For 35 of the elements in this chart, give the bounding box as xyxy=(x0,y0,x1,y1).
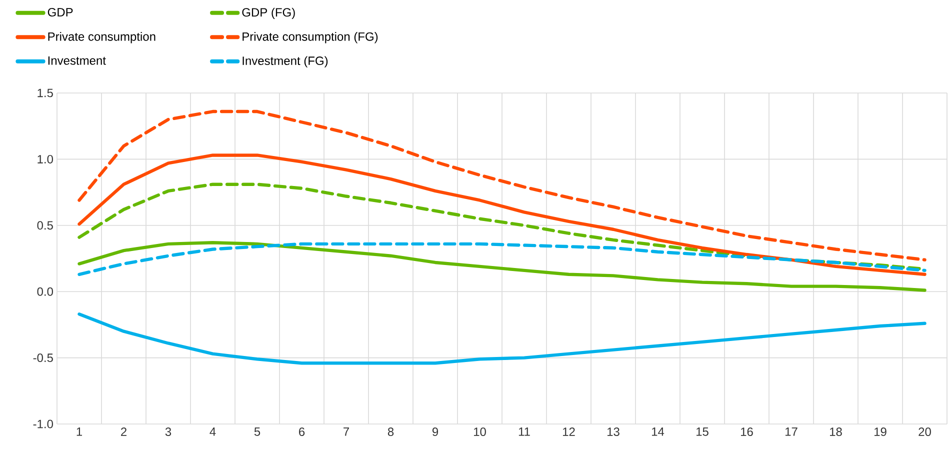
x-tick-label: 19 xyxy=(874,428,886,436)
line-series xyxy=(78,241,926,292)
y-tick-label: -1.0 xyxy=(33,420,54,428)
x-tick-label: 2 xyxy=(121,428,126,436)
x-tick-label: 15 xyxy=(696,428,708,436)
x-tick-label: 10 xyxy=(474,428,486,436)
y-tick-label: 1.0 xyxy=(38,154,54,164)
legend-label: GDP (FG) xyxy=(242,8,295,19)
x-tick-label: 12 xyxy=(562,428,575,436)
x-tick-label: 6 xyxy=(299,428,305,436)
legend-label: Private consumption (FG) xyxy=(242,32,378,44)
y-tick-label: 1.5 xyxy=(38,88,53,98)
x-tick-label: 3 xyxy=(165,428,172,436)
x-tick-label: 14 xyxy=(652,428,664,436)
legend-label: Private consumption xyxy=(48,32,156,44)
x-tick-label: 20 xyxy=(918,428,931,436)
x-tick-label: 5 xyxy=(254,428,260,436)
x-tick-label: 7 xyxy=(344,428,349,436)
x-tick-label: 9 xyxy=(432,428,438,436)
x-tick-label: 4 xyxy=(210,428,216,436)
x-tick-label: 13 xyxy=(607,428,620,436)
y-tick-label: -0.5 xyxy=(33,354,53,362)
legend-label: Investment xyxy=(48,56,106,65)
line-series xyxy=(78,154,926,276)
y-tick-label: 0.0 xyxy=(37,287,54,296)
y-tick-label: 0.5 xyxy=(37,221,53,230)
legend-label: GDP xyxy=(48,8,73,16)
x-tick-label: 8 xyxy=(388,428,394,436)
legend-label: Investment (FG) xyxy=(242,56,328,68)
line-series xyxy=(78,110,926,262)
x-tick-label: 17 xyxy=(785,428,798,436)
x-tick-label: 18 xyxy=(830,428,842,436)
x-tick-label: 1 xyxy=(76,428,82,436)
x-tick-label: 11 xyxy=(518,428,530,436)
x-tick-label: 16 xyxy=(740,428,753,436)
